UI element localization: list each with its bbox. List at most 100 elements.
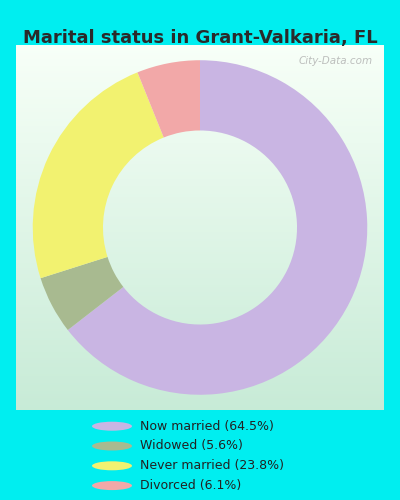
- Bar: [16, 397, 384, 399]
- Bar: [16, 67, 384, 68]
- Bar: [16, 230, 384, 231]
- Bar: [16, 392, 384, 394]
- Bar: [16, 171, 384, 173]
- Bar: [16, 129, 384, 131]
- Bar: [16, 292, 384, 293]
- Bar: [16, 120, 384, 122]
- Bar: [16, 366, 384, 368]
- Bar: [16, 116, 384, 118]
- Bar: [16, 260, 384, 262]
- Bar: [16, 178, 384, 180]
- Bar: [16, 368, 384, 370]
- Bar: [16, 151, 384, 152]
- Bar: [16, 246, 384, 248]
- Bar: [16, 322, 384, 324]
- Bar: [16, 193, 384, 194]
- Bar: [16, 278, 384, 280]
- Bar: [16, 65, 384, 67]
- Bar: [16, 146, 384, 147]
- Bar: [16, 280, 384, 282]
- Bar: [16, 370, 384, 372]
- Bar: [16, 224, 384, 226]
- Bar: [16, 334, 384, 335]
- Bar: [16, 144, 384, 146]
- Bar: [16, 70, 384, 72]
- Bar: [16, 149, 384, 151]
- Bar: [16, 152, 384, 154]
- Bar: [16, 182, 384, 184]
- Bar: [16, 80, 384, 82]
- Bar: [16, 173, 384, 174]
- Bar: [16, 90, 384, 92]
- Text: Marital status in Grant-Valkaria, FL: Marital status in Grant-Valkaria, FL: [23, 28, 377, 46]
- Bar: [16, 337, 384, 339]
- Bar: [16, 293, 384, 295]
- Bar: [16, 45, 384, 47]
- Bar: [16, 109, 384, 110]
- Bar: [16, 186, 384, 188]
- Wedge shape: [40, 257, 123, 330]
- Bar: [16, 85, 384, 87]
- Bar: [16, 264, 384, 266]
- Bar: [16, 346, 384, 348]
- Bar: [16, 220, 384, 222]
- Bar: [16, 56, 384, 58]
- Bar: [16, 372, 384, 374]
- Bar: [16, 188, 384, 189]
- Bar: [16, 362, 384, 364]
- Bar: [16, 87, 384, 89]
- Bar: [16, 273, 384, 275]
- Wedge shape: [33, 72, 164, 278]
- Bar: [16, 324, 384, 326]
- Bar: [16, 376, 384, 377]
- Bar: [16, 218, 384, 220]
- Bar: [16, 78, 384, 80]
- Bar: [16, 340, 384, 342]
- Bar: [16, 317, 384, 319]
- Bar: [16, 300, 384, 302]
- Bar: [16, 270, 384, 272]
- Bar: [16, 381, 384, 382]
- Wedge shape: [68, 60, 367, 395]
- Bar: [16, 92, 384, 94]
- Bar: [16, 200, 384, 202]
- Bar: [16, 162, 384, 164]
- Bar: [16, 350, 384, 352]
- Bar: [16, 134, 384, 136]
- Bar: [16, 288, 384, 290]
- Bar: [16, 131, 384, 132]
- Bar: [16, 242, 384, 244]
- Bar: [16, 235, 384, 236]
- Bar: [16, 132, 384, 134]
- Bar: [16, 54, 384, 56]
- Bar: [16, 244, 384, 246]
- Bar: [16, 384, 384, 386]
- Bar: [16, 394, 384, 396]
- Bar: [16, 348, 384, 350]
- Bar: [16, 379, 384, 381]
- Circle shape: [92, 442, 132, 450]
- Bar: [16, 105, 384, 107]
- Bar: [16, 98, 384, 100]
- Bar: [16, 100, 384, 102]
- Bar: [16, 118, 384, 120]
- Bar: [16, 355, 384, 357]
- Bar: [16, 76, 384, 78]
- Bar: [16, 315, 384, 317]
- Bar: [16, 191, 384, 193]
- Bar: [16, 240, 384, 242]
- Bar: [16, 127, 384, 129]
- Bar: [16, 359, 384, 360]
- Bar: [16, 164, 384, 166]
- Bar: [16, 382, 384, 384]
- Bar: [16, 406, 384, 408]
- Bar: [16, 169, 384, 171]
- Bar: [16, 58, 384, 59]
- Bar: [16, 208, 384, 209]
- Bar: [16, 202, 384, 204]
- Bar: [16, 272, 384, 273]
- Bar: [16, 194, 384, 196]
- Bar: [16, 138, 384, 140]
- Bar: [16, 310, 384, 312]
- Bar: [16, 74, 384, 76]
